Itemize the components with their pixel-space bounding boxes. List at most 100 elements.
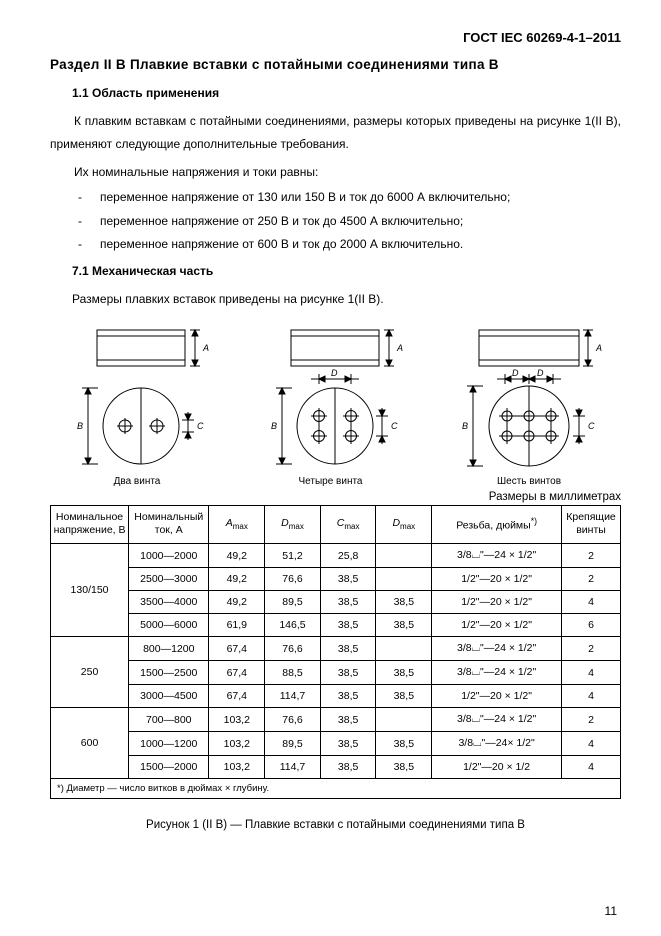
th-voltage: Номинальное напряжение, В [51,505,129,543]
cell: 38,5 [376,591,432,614]
cell: 38,5 [376,756,432,779]
cell [376,568,432,591]
cell: 67,4 [209,637,265,661]
paragraph-2: Их номинальные напряжения и токи равны: [50,161,621,184]
svg-text:D: D [512,368,519,378]
cell: 49,2 [209,591,265,614]
paragraph-1: К плавким вставкам с потайными соединени… [50,110,621,157]
cell [376,544,432,568]
svg-text:A: A [396,343,403,353]
cell: 3/8⌴"—24× 1/2" [432,732,562,756]
figure-caption-2: Четыре винта [298,476,362,487]
cell: 3500—4000 [129,591,209,614]
figure-main-caption: Рисунок 1 (II В) — Плавкие вставки с пот… [50,819,621,831]
cell: 2 [562,568,621,591]
cell: 38,5 [320,568,376,591]
cell: 38,5 [320,708,376,732]
cell: 38,5 [320,637,376,661]
cell: 2 [562,544,621,568]
units-note: Размеры в миллиметрах [50,491,621,503]
cell: 1/2"—20 × 1/2" [432,568,562,591]
svg-text:D: D [537,368,544,378]
cell: 49,2 [209,544,265,568]
cell: 89,5 [265,591,321,614]
cell: 1000—1200 [129,732,209,756]
figure-svg: A D D [449,322,609,472]
cell: 3000—4500 [129,685,209,708]
table-row: 1500—2000103,2114,738,538,51/2"—20 × 1/2… [51,756,621,779]
th-amax: Amax [209,505,265,543]
cell: 3/8⌴"—24 × 1/2" [432,544,562,568]
figure-caption-1: Два винта [114,476,161,487]
dimensions-table: Номинальное напряжение, В Номинальный то… [50,505,621,799]
cell-voltage: 130/150 [51,544,129,637]
document-id: ГОСТ IEC 60269-4-1–2011 [50,30,621,45]
cell: 51,2 [265,544,321,568]
list-item: - переменное напряжение от 250 В и ток д… [78,210,621,233]
figure-svg: A D [256,322,406,472]
cell: 700—800 [129,708,209,732]
table-row: 3500—400049,289,538,538,51/2"—20 × 1/2"4 [51,591,621,614]
cell: 2 [562,637,621,661]
cell: 89,5 [265,732,321,756]
table-row: 5000—600061,9146,538,538,51/2"—20 × 1/2"… [51,614,621,637]
cell [376,637,432,661]
cell [376,708,432,732]
table-row: 3000—450067,4114,738,538,51/2"—20 × 1/2"… [51,685,621,708]
svg-text:A: A [202,343,209,353]
cell: 4 [562,732,621,756]
figures-row: A [62,322,609,487]
cell: 38,5 [320,661,376,685]
cell: 4 [562,661,621,685]
subsection-1-title: 1.1 Область применения [72,86,621,100]
cell: 103,2 [209,708,265,732]
cell: 3/8⌴"—24 × 1/2" [432,708,562,732]
cell: 114,7 [265,756,321,779]
figure-four-screws: A D [256,322,406,487]
cell: 76,6 [265,568,321,591]
cell: 103,2 [209,756,265,779]
cell: 1/2"—20 × 1/2 [432,756,562,779]
svg-text:B: B [462,421,468,431]
cell: 1500—2500 [129,661,209,685]
cell: 38,5 [320,614,376,637]
section-title: Раздел II В Плавкие вставки с потайными … [50,57,621,72]
cell: 67,4 [209,661,265,685]
cell: 38,5 [320,591,376,614]
table-row: 600700—800103,276,638,53/8⌴"—24 × 1/2"2 [51,708,621,732]
cell: 67,4 [209,685,265,708]
cell: 2500—3000 [129,568,209,591]
th-dmax2: Dmax [376,505,432,543]
cell-voltage: 600 [51,708,129,779]
page-number: 11 [605,904,617,918]
th-thread: Резьба, дюймы*) [432,505,562,543]
th-screws: Крепящие винты [562,505,621,543]
list-item-text: переменное напряжение от 130 или 150 В и… [100,186,510,209]
cell: 4 [562,756,621,779]
dash-icon: - [78,210,100,233]
cell: 38,5 [376,614,432,637]
cell: 6 [562,614,621,637]
svg-text:C: C [391,421,398,431]
cell: 61,9 [209,614,265,637]
dash-icon: - [78,186,100,209]
cell: 38,5 [320,756,376,779]
figure-svg: A [62,322,212,472]
svg-text:D: D [331,368,338,378]
cell: 146,5 [265,614,321,637]
th-current: Номинальный ток, А [129,505,209,543]
cell: 103,2 [209,732,265,756]
cell-voltage: 250 [51,637,129,708]
table-row: 2500—300049,276,638,51/2"—20 × 1/2"2 [51,568,621,591]
figure-caption-3: Шесть винтов [497,476,561,487]
cell: 76,6 [265,708,321,732]
cell: 2 [562,708,621,732]
cell: 3/8⌴"—24 × 1/2" [432,661,562,685]
cell: 5000—6000 [129,614,209,637]
table-row: 1500—250067,488,538,538,53/8⌴"—24 × 1/2"… [51,661,621,685]
cell: 38,5 [320,732,376,756]
svg-text:B: B [271,421,277,431]
svg-text:C: C [197,421,204,431]
table-row: 250800—120067,476,638,53/8⌴"—24 × 1/2"2 [51,637,621,661]
svg-text:B: B [77,421,83,431]
